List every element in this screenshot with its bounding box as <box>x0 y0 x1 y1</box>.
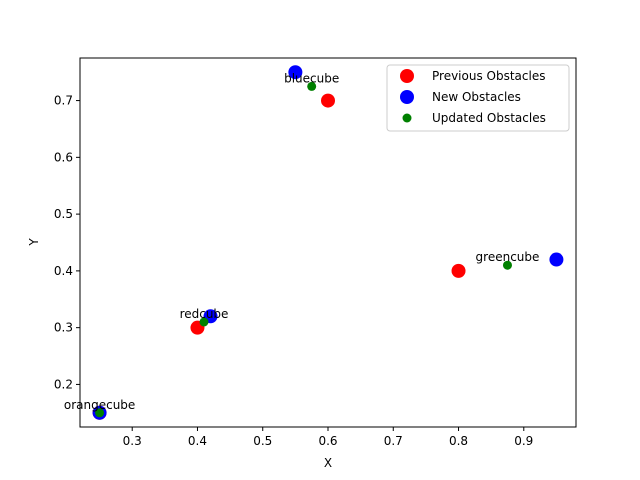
updated-obstacles-point <box>502 260 512 270</box>
y-axis-label: Y <box>27 238 41 247</box>
y-tick-label: 0.4 <box>54 264 73 278</box>
x-axis: 0.3 0.4 0.5 0.6 0.7 0.8 0.9 <box>123 427 533 448</box>
x-tick-label: 0.7 <box>384 434 403 448</box>
x-tick-label: 0.4 <box>188 434 207 448</box>
y-tick-label: 0.6 <box>54 150 73 164</box>
annotation-label: redcube <box>180 307 229 321</box>
x-tick-label: 0.6 <box>318 434 337 448</box>
legend-entry: Updated Obstacles <box>432 111 546 125</box>
previous-obstacles-point <box>451 263 466 278</box>
y-axis: 0.2 0.3 0.4 0.5 0.6 0.7 <box>54 94 80 391</box>
annotation-label: bluecube <box>284 71 339 85</box>
legend-marker <box>400 90 414 104</box>
annotation-label: orangecube <box>64 398 135 412</box>
y-tick-label: 0.3 <box>54 321 73 335</box>
legend: Previous Obstacles New Obstacles Updated O… <box>386 64 570 132</box>
y-tick-label: 0.7 <box>54 94 73 108</box>
legend-box <box>386 64 570 132</box>
updated-obstacles-point <box>199 317 209 327</box>
x-tick-label: 0.8 <box>449 434 468 448</box>
y-tick-label: 0.5 <box>54 207 73 221</box>
x-tick-label: 0.9 <box>514 434 533 448</box>
previous-obstacles-point <box>321 93 335 108</box>
updated-obstacles-point <box>95 408 105 418</box>
annotation-label: greencube <box>476 250 540 264</box>
plot-area <box>92 65 564 420</box>
legend-marker <box>402 113 412 123</box>
x-tick-label: 0.5 <box>253 434 272 448</box>
updated-obstacles-point <box>307 81 317 91</box>
annotations: bluecube greencube redcube orangecube <box>64 71 540 411</box>
new-obstacles-point <box>549 252 564 267</box>
legend-entry: New Obstacles <box>432 90 521 104</box>
legend-marker <box>400 69 414 83</box>
x-tick-label: 0.3 <box>123 434 142 448</box>
new-obstacles-point <box>288 65 303 80</box>
legend-entry: Previous Obstacles <box>432 69 545 83</box>
y-tick-label: 0.2 <box>54 377 73 391</box>
x-axis-label: X <box>324 456 332 470</box>
